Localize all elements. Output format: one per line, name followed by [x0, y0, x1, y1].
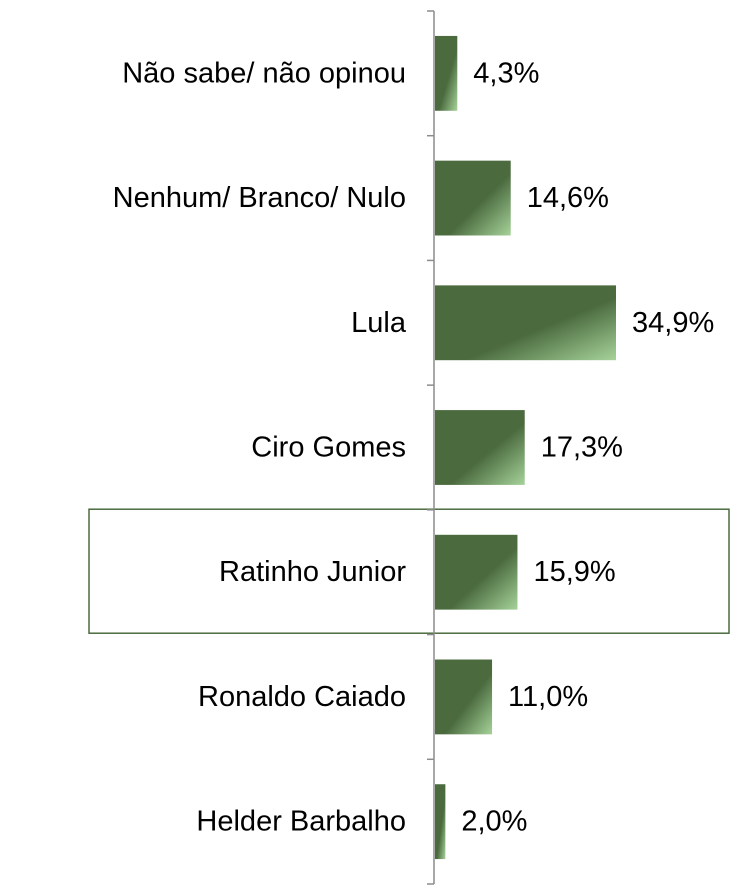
category-label: Nenhum/ Branco/ Nulo: [113, 182, 406, 214]
category-label: Ronaldo Caiado: [198, 681, 406, 713]
value-label: 14,6%: [527, 182, 609, 214]
category-label: Ciro Gomes: [251, 432, 406, 464]
value-label: 2,0%: [461, 806, 527, 838]
bar: [435, 659, 493, 735]
category-label: Lula: [351, 307, 407, 339]
bar: [435, 285, 616, 361]
bar: [435, 784, 446, 860]
category-label: Não sabe/ não opinou: [122, 57, 406, 89]
bar: [435, 35, 458, 111]
value-label: 11,0%: [508, 681, 588, 713]
category-label: Helder Barbalho: [196, 806, 406, 838]
value-label: 4,3%: [473, 57, 539, 89]
value-label: 34,9%: [632, 307, 714, 339]
category-label: Ratinho Junior: [219, 556, 406, 588]
value-label: 15,9%: [533, 556, 615, 588]
highlight-box: [88, 508, 730, 634]
bar: [435, 160, 511, 236]
bar: [435, 410, 525, 485]
bar: [435, 534, 518, 610]
value-label: 17,3%: [541, 432, 623, 464]
